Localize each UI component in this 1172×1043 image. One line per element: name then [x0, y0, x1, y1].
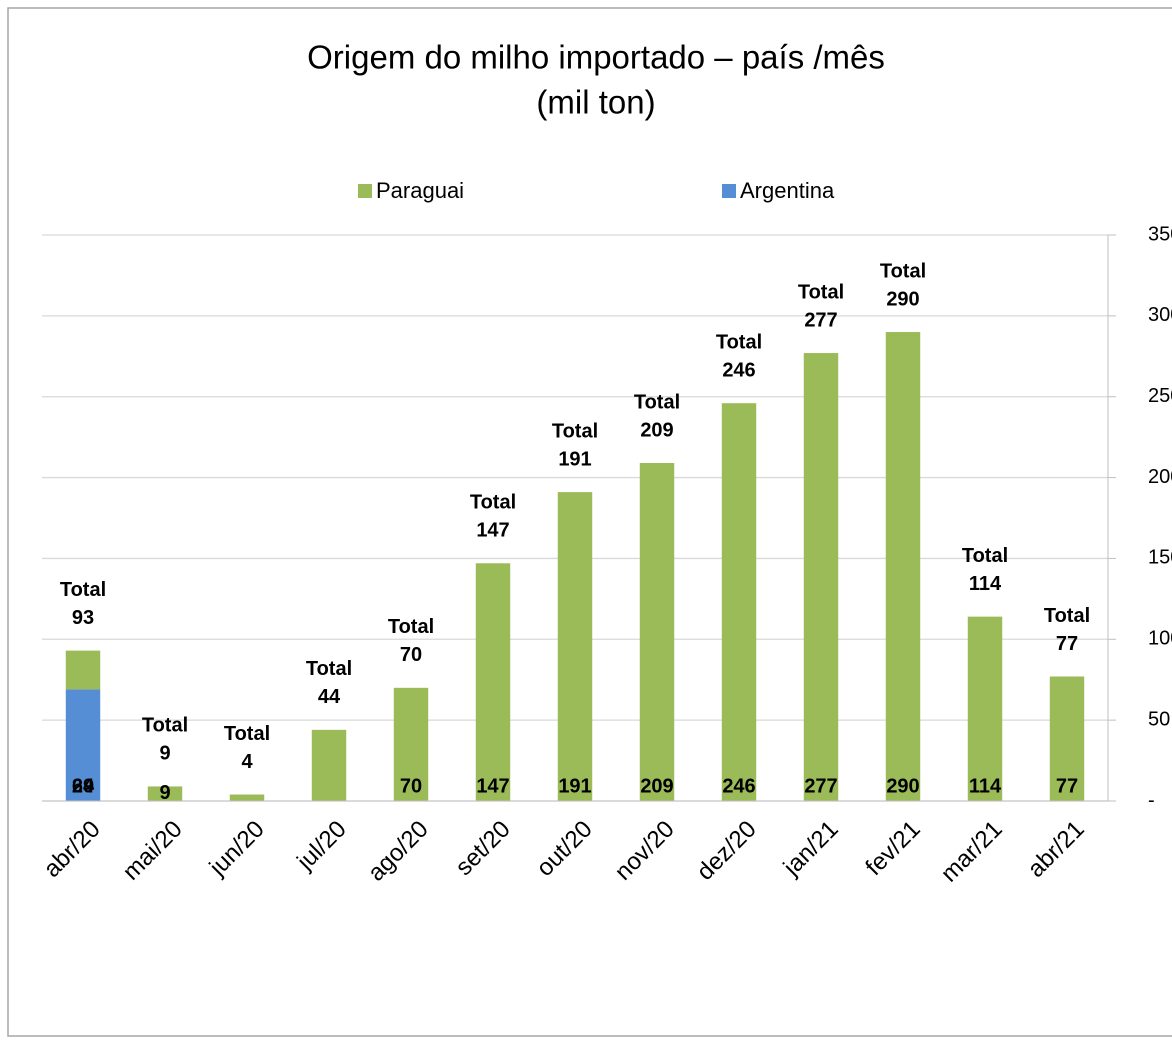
bar: [639, 463, 675, 801]
data-label: 9: [159, 782, 170, 804]
bar: [721, 403, 757, 801]
bar: [1049, 676, 1085, 801]
legend-swatch: [722, 184, 736, 198]
total-label: Total: [798, 281, 844, 303]
y-tick-label: -: [1148, 789, 1155, 811]
total-value: 246: [722, 359, 755, 381]
data-label: 69: [72, 775, 94, 797]
total-label: Total: [388, 616, 434, 638]
y-tick-label: 150: [1148, 547, 1172, 569]
total-value: 77: [1056, 633, 1078, 655]
legend-label: Paraguai: [376, 178, 464, 203]
bar: [311, 729, 347, 801]
total-value: 191: [558, 448, 591, 470]
bar: [393, 687, 429, 801]
total-label: Total: [306, 658, 352, 680]
total-value: 70: [400, 644, 422, 666]
total-value: 44: [318, 686, 341, 708]
total-value: 290: [886, 288, 919, 310]
y-tick-label: 200: [1148, 466, 1172, 488]
total-value: 277: [804, 309, 837, 331]
y-tick-label: 250: [1148, 385, 1172, 407]
total-label: Total: [716, 331, 762, 353]
data-label: 191: [558, 775, 591, 797]
y-tick-label: 50: [1148, 708, 1170, 730]
total-label: Total: [880, 260, 926, 282]
total-value: 9: [159, 743, 170, 765]
total-label: Total: [634, 391, 680, 413]
bar: [885, 332, 921, 801]
bar: [229, 794, 265, 801]
total-label: Total: [60, 579, 106, 601]
total-label: Total: [1044, 605, 1090, 627]
total-label: Total: [962, 545, 1008, 567]
y-tick-label: 350: [1148, 223, 1172, 245]
bar: [65, 650, 101, 690]
total-value: 4: [241, 751, 253, 773]
total-value: 209: [640, 419, 673, 441]
bar: [147, 786, 183, 801]
total-value: 114: [969, 573, 1002, 595]
chart-subtitle: (mil ton): [536, 84, 655, 121]
data-label: 24: [72, 775, 95, 797]
data-label: 147: [476, 775, 509, 797]
data-label: 246: [722, 775, 755, 797]
data-label: 77: [1056, 775, 1078, 797]
total-label: Total: [552, 420, 598, 442]
data-label: 277: [804, 775, 837, 797]
bar: [803, 353, 839, 801]
total-label: Total: [224, 723, 270, 745]
total-label: Total: [470, 492, 516, 514]
bar: [65, 689, 101, 801]
total-label: Total: [142, 715, 188, 737]
data-label: 70: [400, 775, 422, 797]
data-label: 290: [886, 775, 919, 797]
bar: [557, 492, 593, 801]
data-label: 114: [969, 775, 1002, 797]
legend-swatch: [358, 184, 372, 198]
total-value: 93: [72, 607, 94, 629]
y-tick-label: 300: [1148, 304, 1172, 326]
legend-label: Argentina: [740, 178, 835, 203]
bar: [967, 616, 1003, 801]
chart-title: Origem do milho importado – país /mês: [307, 39, 885, 76]
total-value: 147: [476, 520, 509, 542]
bar: [475, 563, 511, 801]
data-label: 209: [640, 775, 673, 797]
y-tick-label: 100: [1148, 628, 1172, 650]
